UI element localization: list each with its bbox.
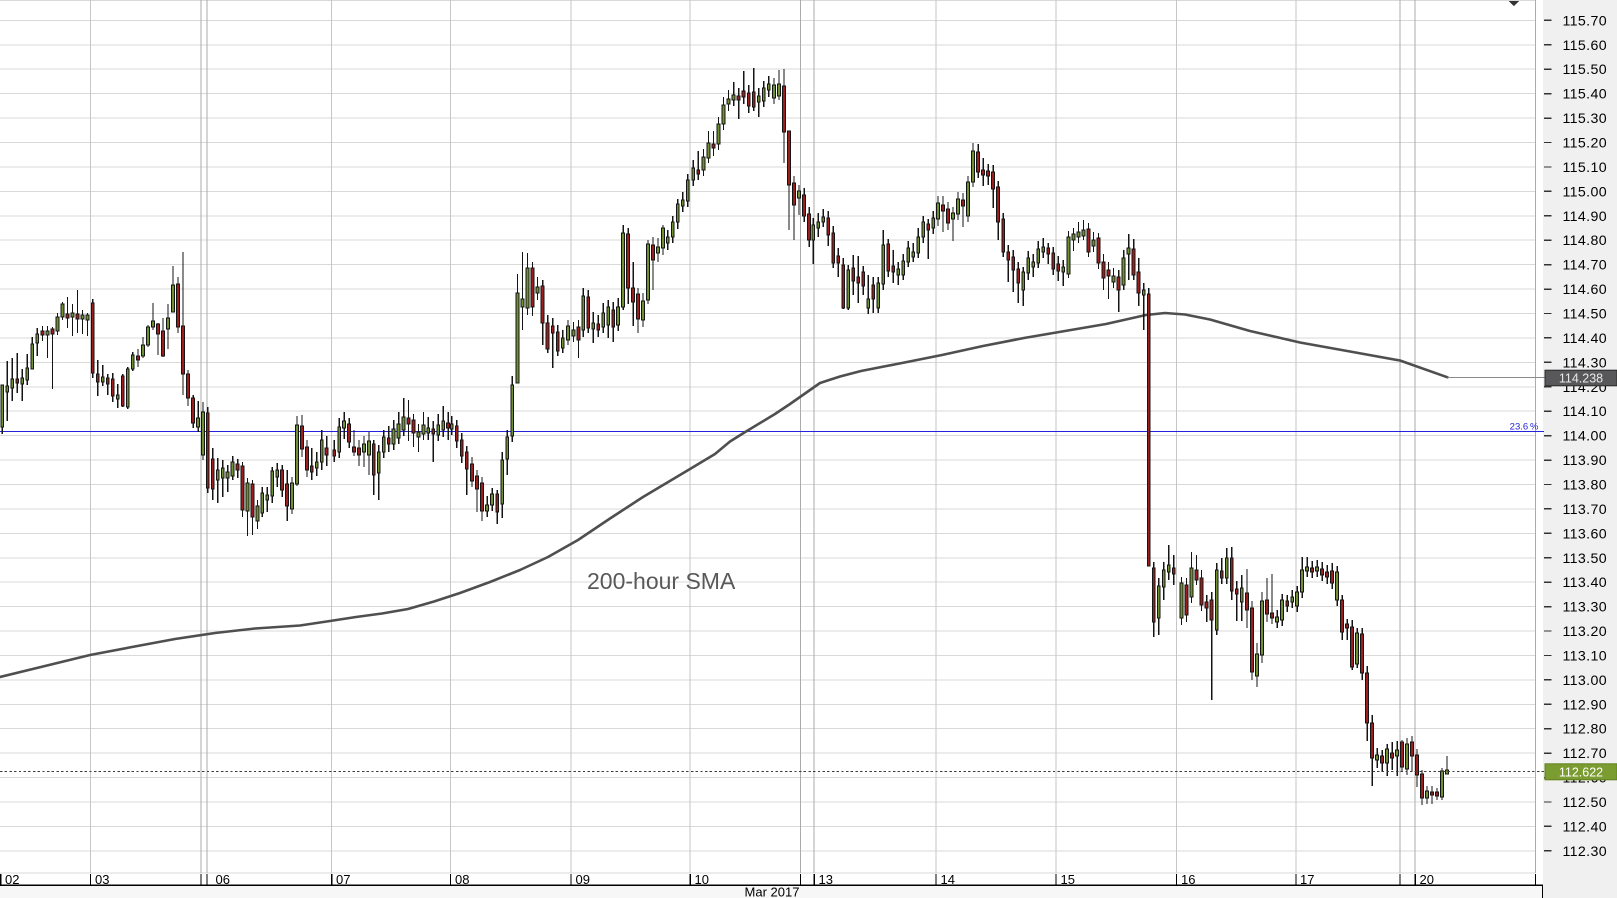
svg-text:114.10: 114.10 xyxy=(1563,404,1607,420)
svg-text:114.50: 114.50 xyxy=(1563,307,1607,323)
svg-text:115.30: 115.30 xyxy=(1563,111,1607,127)
svg-text:113.50: 113.50 xyxy=(1563,551,1607,567)
svg-text:115.20: 115.20 xyxy=(1563,136,1607,152)
svg-text:114.00: 114.00 xyxy=(1563,429,1607,445)
svg-text:114.80: 114.80 xyxy=(1563,233,1607,249)
svg-text:08: 08 xyxy=(455,872,469,887)
svg-text:112.622: 112.622 xyxy=(1559,766,1603,780)
svg-text:113.70: 113.70 xyxy=(1563,502,1607,518)
svg-text:02: 02 xyxy=(5,872,19,887)
svg-text:14: 14 xyxy=(941,872,955,887)
svg-text:112.40: 112.40 xyxy=(1563,819,1607,835)
svg-text:07: 07 xyxy=(336,872,350,887)
svg-text:06: 06 xyxy=(216,872,230,887)
svg-text:114.238: 114.238 xyxy=(1559,372,1603,386)
svg-text:114.70: 114.70 xyxy=(1563,258,1607,274)
svg-text:113.60: 113.60 xyxy=(1563,526,1607,542)
svg-text:114.30: 114.30 xyxy=(1563,355,1607,371)
svg-text:10: 10 xyxy=(695,872,709,887)
svg-text:114.40: 114.40 xyxy=(1563,331,1607,347)
svg-text:112.50: 112.50 xyxy=(1563,795,1607,811)
svg-text:115.40: 115.40 xyxy=(1563,87,1607,103)
svg-text:112.90: 112.90 xyxy=(1563,697,1607,713)
svg-text:113.80: 113.80 xyxy=(1563,478,1607,494)
svg-text:15: 15 xyxy=(1061,872,1075,887)
svg-text:113.40: 113.40 xyxy=(1563,575,1607,591)
svg-text:113.30: 113.30 xyxy=(1563,600,1607,616)
svg-text:09: 09 xyxy=(576,872,590,887)
svg-text:200-hour SMA: 200-hour SMA xyxy=(587,568,736,594)
svg-text:112.70: 112.70 xyxy=(1563,746,1607,762)
svg-text:115.00: 115.00 xyxy=(1563,184,1607,200)
svg-text:17: 17 xyxy=(1300,872,1314,887)
svg-text:115.10: 115.10 xyxy=(1563,160,1607,176)
svg-text:115.50: 115.50 xyxy=(1563,62,1607,78)
svg-text:113.00: 113.00 xyxy=(1563,673,1607,689)
svg-text:112.80: 112.80 xyxy=(1563,722,1607,738)
svg-text:16: 16 xyxy=(1181,872,1195,887)
svg-text:114.90: 114.90 xyxy=(1563,209,1607,225)
svg-text:Mar 2017: Mar 2017 xyxy=(745,884,800,898)
svg-text:112.30: 112.30 xyxy=(1563,844,1607,860)
svg-text:23.6 %: 23.6 % xyxy=(1510,422,1539,433)
svg-text:03: 03 xyxy=(95,872,109,887)
svg-text:113.90: 113.90 xyxy=(1563,453,1607,469)
svg-text:113.10: 113.10 xyxy=(1563,649,1607,665)
svg-text:114.60: 114.60 xyxy=(1563,282,1607,298)
svg-text:115.60: 115.60 xyxy=(1563,38,1607,54)
svg-text:113.20: 113.20 xyxy=(1563,624,1607,640)
svg-text:20: 20 xyxy=(1420,872,1434,887)
svg-text:13: 13 xyxy=(819,872,833,887)
svg-text:115.70: 115.70 xyxy=(1563,13,1607,29)
